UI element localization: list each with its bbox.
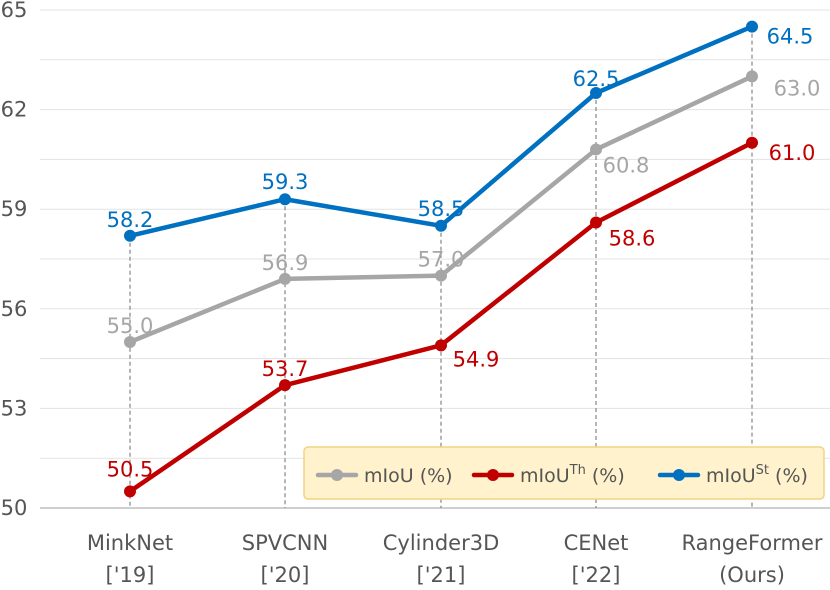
x-category-label: Cylinder3D (383, 531, 499, 555)
x-category-label: SPVCNN (242, 531, 328, 555)
legend-entry-2: mIoUTh (%) (471, 463, 625, 487)
data-point (279, 272, 291, 285)
legend-label: mIoU (%) (364, 465, 453, 487)
x-category-year: (Ours) (719, 563, 785, 587)
series-1: 55.0 56.9 57.0 60.8 63.0 (107, 70, 821, 348)
grid-layer (40, 9, 830, 459)
legend-entry-1: mIoU (%) (315, 465, 453, 487)
data-label: 57.0 (418, 248, 465, 272)
x-category-label: RangeFormer (681, 531, 822, 555)
data-point (746, 70, 758, 83)
data-point (279, 379, 291, 392)
data-point (435, 219, 447, 232)
data-label: 60.8 (603, 153, 650, 177)
x-category-year: ['21] (417, 563, 466, 587)
y-tick-label: 62 (1, 98, 28, 122)
legend-label: mIoUTh (%) (520, 463, 625, 487)
legend-marker (487, 469, 499, 481)
data-point (435, 339, 447, 352)
data-label: 62.5 (573, 67, 620, 91)
legend-box (303, 446, 825, 500)
data-point (590, 87, 602, 99)
data-point (746, 20, 758, 33)
x-category-year: ['19] (106, 563, 155, 587)
legend: mIoU (%) mIoUTh (%) mIoUSt (%) (303, 446, 825, 500)
data-label: 58.5 (418, 197, 465, 221)
y-tick-label: 56 (1, 297, 28, 321)
data-point (279, 193, 291, 206)
legend-marker (331, 469, 343, 481)
data-label: 56.9 (262, 251, 309, 275)
data-label: 63.0 (774, 76, 821, 100)
data-label: 55.0 (107, 314, 154, 338)
x-category-year: ['20] (261, 563, 310, 587)
series-3: 58.2 59.3 58.5 62.5 64.5 (107, 20, 814, 242)
data-label: 58.2 (107, 208, 154, 232)
legend-entry-3: mIoUSt (%) (657, 463, 808, 487)
x-category-year: ['22] (572, 563, 621, 587)
legend-marker (673, 469, 685, 481)
legend-label: mIoUSt (%) (706, 463, 808, 487)
data-label: 58.6 (609, 226, 656, 250)
data-label: 64.5 (767, 25, 814, 49)
data-point (590, 143, 602, 156)
x-category-label: MinkNet (87, 531, 173, 555)
data-point (124, 485, 136, 498)
x-category-label: CENet (564, 531, 629, 555)
series-layer: 55.0 56.9 57.0 60.8 63.0 50.5 53.7 54.9 58.6 61.0… (107, 20, 821, 498)
data-point (124, 229, 136, 242)
y-tick-label: 53 (1, 396, 28, 420)
data-point (124, 336, 136, 348)
y-tick-label: 59 (1, 197, 28, 221)
data-label: 54.9 (453, 347, 500, 371)
data-point (435, 269, 447, 282)
data-label: 50.5 (107, 457, 154, 481)
data-label: 59.3 (262, 170, 309, 194)
y-tick-label: 65 (1, 0, 28, 22)
data-point (746, 136, 758, 149)
data-point (590, 216, 602, 229)
data-label: 53.7 (262, 357, 309, 381)
data-label: 61.0 (769, 141, 816, 165)
y-tick-label: 50 (1, 496, 28, 520)
series-2: 50.5 53.7 54.9 58.6 61.0 (107, 136, 816, 498)
